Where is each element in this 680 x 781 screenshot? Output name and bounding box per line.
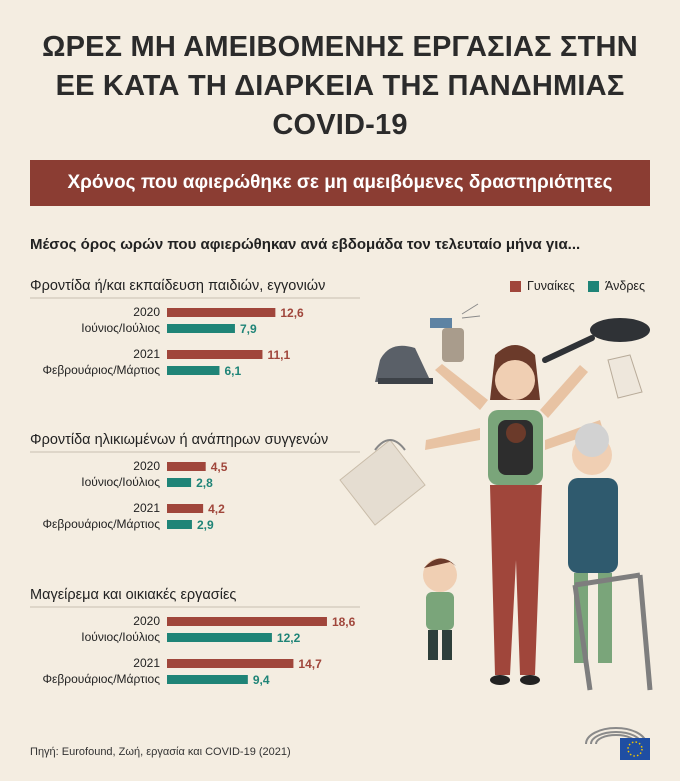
year-label: 2020 [133, 305, 160, 319]
legend-men-swatch [588, 280, 599, 292]
period-label: Ιούνιος/Ιούλιος [81, 630, 160, 644]
value-label-women: 12,6 [280, 306, 304, 320]
bar-women [167, 659, 294, 668]
legend-women: Γυναίκες [510, 279, 575, 293]
woman-figure [488, 345, 543, 685]
bar-men [167, 520, 192, 529]
bar-women [167, 462, 206, 471]
value-label-women: 18,6 [332, 615, 356, 629]
value-label-men: 2,9 [197, 518, 214, 532]
iron-icon [375, 345, 433, 384]
bar-men [167, 366, 220, 375]
legend-women-label: Γυναίκες [527, 279, 575, 293]
child-figure [423, 558, 457, 660]
bar-men [167, 675, 248, 684]
period-label: Ιούνιος/Ιούλιος [81, 321, 160, 335]
value-label-women: 4,5 [211, 460, 228, 474]
paper-icon [607, 354, 643, 399]
bar-men [167, 478, 192, 487]
value-label-men: 2,8 [196, 476, 213, 490]
shopping-bag-icon [339, 439, 426, 526]
year-label: 2021 [133, 347, 160, 361]
woman-multitasking-illustration [339, 303, 653, 691]
section-title: Φροντίδα ηλικιωμένων ή ανάπηρων συγγενών [30, 432, 328, 448]
frying-pan-icon [542, 318, 650, 363]
elderly-woman-figure [568, 423, 653, 691]
bar-men [167, 324, 235, 333]
period-label: Φεβρουάριος/Μάρτιος [42, 672, 160, 686]
legend-women-swatch [510, 280, 521, 292]
value-label-women: 4,2 [208, 502, 225, 516]
year-label: 2021 [133, 656, 160, 670]
legend-men-label: Άνδρες [605, 279, 646, 293]
source-note: Πηγή: Eurofound, Ζωή, εργασία και COVID-… [30, 746, 291, 758]
page-title: ΩΡΕΣ ΜΗ ΑΜΕΙΒΟΜΕΝΗΣ ΕΡΓΑΣΙΑΣ ΣΤΗΝ ΕΕ ΚΑΤ… [42, 31, 638, 141]
value-label-men: 6,1 [224, 364, 241, 378]
value-label-men: 9,4 [253, 673, 270, 687]
value-label-women: 11,1 [267, 348, 290, 362]
bar-women [167, 308, 276, 317]
chart-subtitle: Μέσος όρος ωρών που αφιερώθηκαν ανά εβδο… [30, 236, 581, 253]
bar-women [167, 350, 263, 359]
year-label: 2021 [133, 501, 160, 515]
value-label-women: 14,7 [298, 657, 322, 671]
bar-women [167, 504, 204, 513]
period-label: Ιούνιος/Ιούλιος [81, 475, 160, 489]
legend-men: Άνδρες [588, 279, 645, 293]
spray-bottle-icon [430, 303, 481, 362]
bar-women [167, 617, 327, 626]
value-label-men: 7,9 [240, 322, 257, 336]
section-title: Φροντίδα ή/και εκπαίδευση παιδιών, εγγον… [30, 278, 325, 294]
bar-men [167, 633, 272, 642]
year-label: 2020 [133, 614, 160, 628]
european-parliament-logo [585, 727, 650, 760]
period-label: Φεβρουάριος/Μάρτιος [42, 363, 160, 377]
period-label: Φεβρουάριος/Μάρτιος [42, 517, 160, 531]
section-title: Μαγείρεμα και οικιακές εργασίες [30, 587, 236, 603]
value-label-men: 12,2 [277, 631, 301, 645]
section-banner: Χρόνος που αφιερώθηκε σε μη αμειβόμενες … [30, 160, 650, 206]
year-label: 2020 [133, 459, 160, 473]
